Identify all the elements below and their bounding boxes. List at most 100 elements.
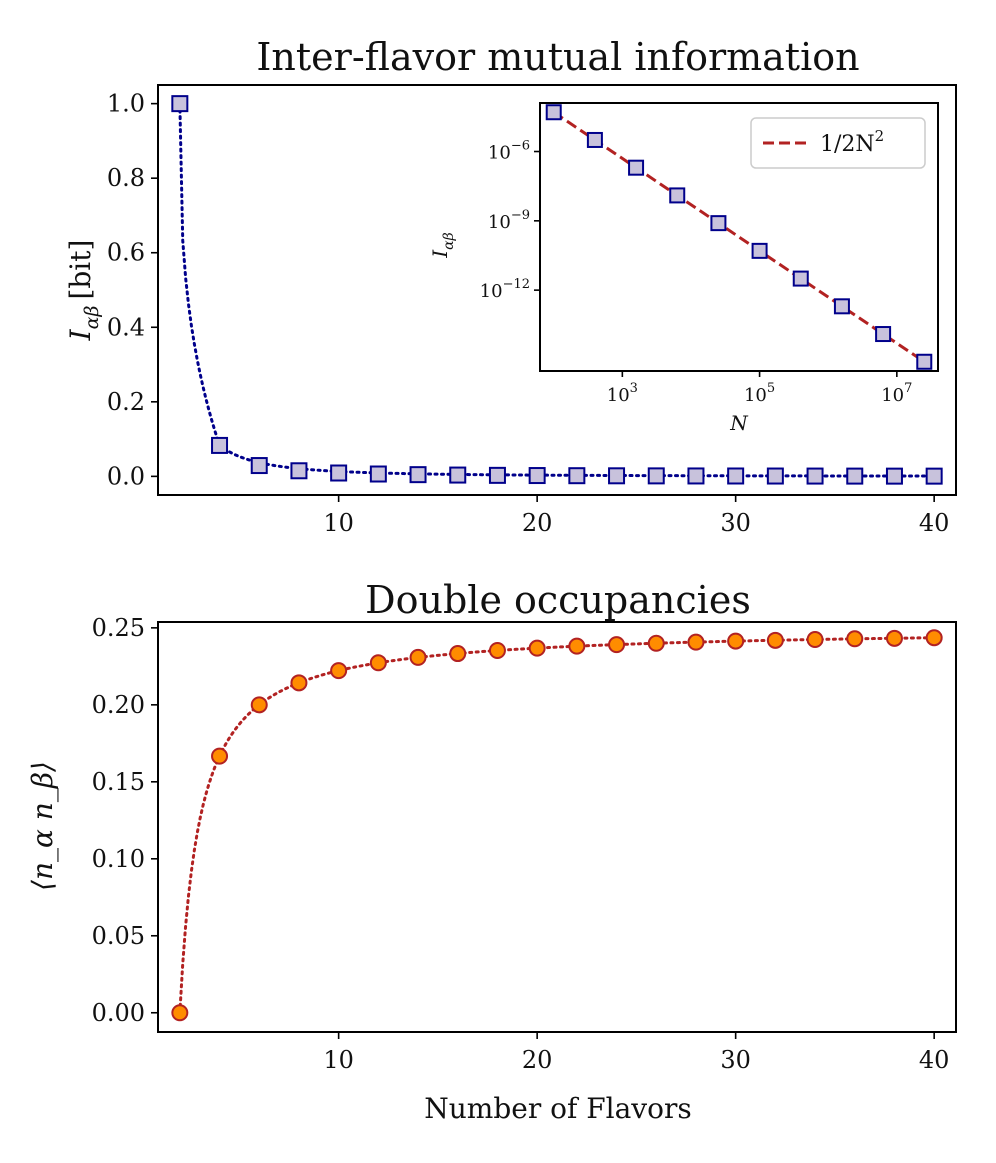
data-point (925, 467, 943, 485)
inset-data-point (545, 104, 562, 121)
y-tick-label: 0.15 (92, 768, 145, 796)
data-point (727, 632, 745, 650)
data-point (171, 1004, 189, 1022)
data-point (528, 639, 546, 657)
bottom-series (171, 629, 943, 1022)
inset-fit-line (552, 110, 926, 364)
top-y-axis-label: Iαβ[bit] (64, 240, 103, 342)
data-point (806, 467, 824, 485)
data-point (211, 747, 229, 765)
top-chart: Inter-flavor mutual information 10 20 30 40… (64, 35, 957, 537)
data-point (330, 464, 348, 482)
inset-x-ticks: 103 105 107 (607, 371, 912, 406)
data-point (766, 631, 784, 649)
data-point (608, 636, 626, 654)
data-point (211, 436, 229, 454)
y-tick-label: 0.25 (92, 614, 145, 642)
x-tick-label: 40 (919, 509, 950, 537)
x-tick-label: 30 (720, 509, 751, 537)
top-series (171, 95, 943, 485)
inset-data-point (710, 215, 727, 232)
inset-legend-fit-label: 1/2N2 (820, 127, 884, 157)
inset-data-point (875, 326, 892, 343)
x-tick-label: 30 (720, 1046, 751, 1074)
data-point (647, 467, 665, 485)
top-y-ticks: 0.0 0.2 0.4 0.6 0.8 1.0 (107, 90, 158, 490)
y-tick-label: 0.2 (107, 388, 145, 416)
inset-legend-box (750, 117, 926, 169)
y-tick-label: 0.6 (107, 239, 145, 267)
bottom-plot-frame (157, 621, 957, 1033)
data-point (409, 648, 427, 666)
data-point (647, 634, 665, 652)
inset-data-point (833, 298, 850, 315)
inset-x-tick-label: 103 (607, 381, 638, 406)
inset-series (545, 104, 933, 370)
inset-y-ticks: 10−6 10−9 10−12 (480, 139, 540, 302)
bottom-chart: Double occupancies 10 20 30 40 0.00 0.05 0.10… (26, 578, 957, 1125)
inset-y-tick-label: 10−6 (488, 139, 530, 164)
top-inset: 103 105 107 10−6 10−9 10−12 N Iαβ 1/2N2 (428, 102, 939, 435)
data-point (290, 674, 308, 692)
data-point (568, 467, 586, 485)
data-point (806, 631, 824, 649)
top-x-ticks: 10 20 30 40 (323, 495, 949, 537)
data-point (449, 645, 467, 663)
x-tick-label: 10 (323, 1046, 354, 1074)
data-point (250, 696, 268, 714)
data-point (885, 629, 903, 647)
y-tick-label: 0.4 (107, 313, 145, 341)
y-tick-label: 1.0 (107, 90, 145, 118)
inset-y-tick-label: 10−9 (488, 208, 530, 233)
data-point (568, 637, 586, 655)
inset-x-tick-label: 105 (744, 381, 775, 406)
bottom-chart-title: Double occupancies (365, 578, 751, 622)
x-tick-label: 10 (323, 509, 354, 537)
inset-data-point (669, 187, 686, 204)
y-tick-label: 0.10 (92, 845, 145, 873)
data-point (488, 641, 506, 659)
data-point (727, 467, 745, 485)
y-tick-label: 0.8 (107, 164, 145, 192)
inset-y-axis-label: Iαβ (428, 232, 457, 258)
data-point (687, 633, 705, 651)
data-point (846, 467, 864, 485)
inset-y-tick-label: 10−12 (480, 277, 530, 302)
top-chart-title: Inter-flavor mutual information (256, 35, 859, 79)
data-point (608, 467, 626, 485)
data-point (528, 467, 546, 485)
top-plot-frame (157, 84, 957, 496)
data-point (290, 462, 308, 480)
data-point (330, 662, 348, 680)
series-line (178, 636, 936, 1015)
data-point (885, 467, 903, 485)
inset-x-tick-label: 107 (881, 381, 912, 406)
data-point (846, 630, 864, 648)
x-tick-label: 40 (919, 1046, 950, 1074)
y-tick-label: 0.0 (107, 462, 145, 490)
bottom-y-ticks: 0.00 0.05 0.10 0.15 0.20 0.25 (92, 614, 158, 1027)
data-point (766, 467, 784, 485)
y-tick-label: 0.05 (92, 922, 145, 950)
data-point (687, 467, 705, 485)
inset-legend: 1/2N2 (750, 117, 926, 169)
y-tick-label: 0.20 (92, 691, 145, 719)
bottom-x-axis-label: Number of Flavors (424, 1092, 692, 1125)
inset-x-axis-label: N (729, 411, 749, 435)
data-point (171, 95, 189, 113)
x-tick-label: 20 (522, 509, 553, 537)
data-point (250, 457, 268, 475)
bottom-y-axis-label: ⟨n_α n_β⟩ (26, 761, 59, 891)
inset-data-point (586, 131, 603, 148)
data-point (925, 629, 943, 647)
x-tick-label: 20 (522, 1046, 553, 1074)
bottom-x-ticks: 10 20 30 40 (323, 1032, 949, 1074)
inset-data-point (916, 353, 933, 370)
data-point (449, 466, 467, 484)
inset-data-point (751, 242, 768, 259)
data-point (369, 465, 387, 483)
y-tick-label: 0.00 (92, 999, 145, 1027)
data-point (369, 654, 387, 672)
inset-data-point (792, 270, 809, 287)
